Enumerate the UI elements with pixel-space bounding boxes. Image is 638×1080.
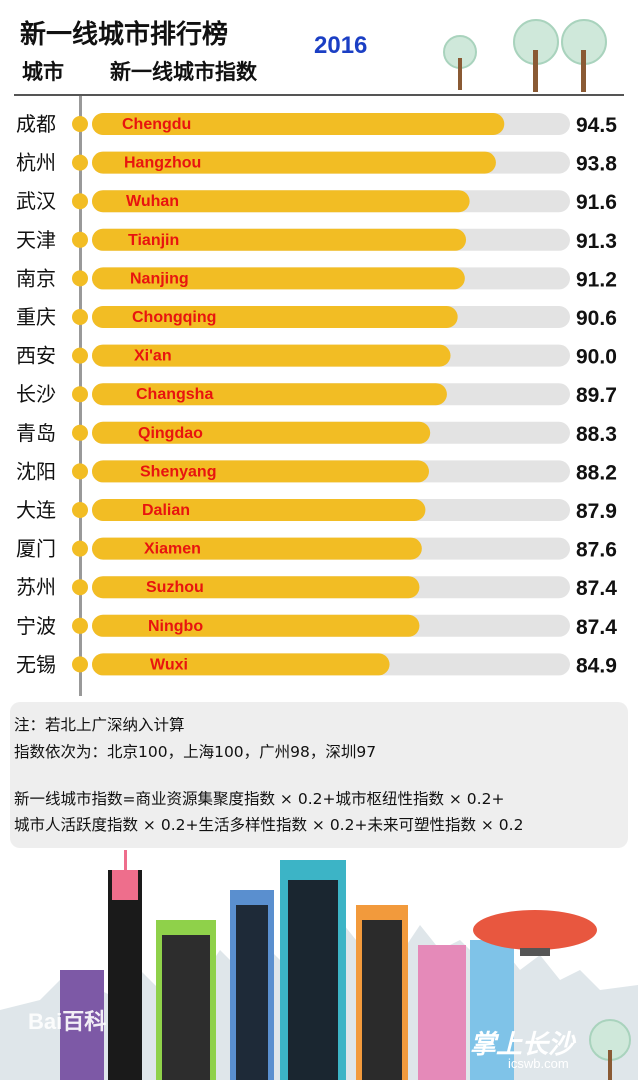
index-column-header: 新一线城市指数: [110, 60, 257, 84]
value-label: 87.9: [576, 500, 617, 523]
year-label: 2016: [314, 32, 368, 59]
city-label: 杭州: [16, 151, 56, 175]
bar: [92, 267, 465, 290]
city-label: 重庆: [16, 305, 56, 329]
brand-logo-text: 掌上长沙: [470, 1030, 575, 1060]
bar: [92, 614, 420, 637]
city-label-en: Wuhan: [126, 193, 179, 210]
axis-dot: [72, 386, 88, 403]
city-label-en: Hangzhou: [124, 155, 201, 172]
bar: [92, 344, 451, 367]
bar: [92, 151, 496, 174]
city-label: 苏州: [16, 575, 56, 599]
city-label: 南京: [16, 266, 56, 290]
note-line-2: 指数依次为：北京100，上海100，广州98，深圳97: [14, 743, 377, 761]
value-label: 93.8: [576, 153, 617, 176]
airship-icon: [473, 910, 597, 950]
city-label: 天津: [16, 228, 56, 252]
city-label: 宁波: [16, 614, 56, 638]
city-label-en: Xiamen: [144, 541, 201, 558]
bar: [92, 460, 429, 483]
bar-chart: 成都 Chengdu 94.5 杭州 Hangzhou 93.8 武汉 Wuhan 91.6 天津…: [16, 112, 617, 677]
note-line-3: 新一线城市指数=商业资源集聚度指数 × 0.2+城市枢纽性指数 × 0.2+: [14, 790, 505, 808]
building-light-blue: [470, 940, 514, 1080]
city-label-en: Changsha: [136, 386, 213, 403]
axis-dot: [72, 193, 88, 210]
bar: [92, 228, 467, 251]
bar: [92, 113, 505, 135]
city-label: 沈阳: [16, 459, 56, 483]
value-label: 90.6: [576, 307, 617, 330]
city-label: 武汉: [16, 189, 56, 213]
axis-dot: [72, 617, 88, 634]
city-label-en: Shenyang: [140, 463, 216, 480]
value-label: 91.6: [576, 191, 617, 214]
note-line-1: 注：若北上广深纳入计算: [14, 716, 185, 734]
bar: [92, 421, 431, 444]
city-label-en: Chongqing: [132, 309, 216, 326]
city-label-en: Wuxi: [150, 656, 188, 673]
axis-dot: [72, 116, 88, 132]
bar: [92, 306, 458, 328]
axis-dot: [72, 154, 88, 171]
value-label: 91.3: [576, 230, 617, 253]
city-label: 大连: [16, 498, 56, 522]
value-label: 84.9: [576, 654, 617, 677]
axis-dot: [72, 540, 88, 557]
value-label: 91.2: [576, 268, 617, 291]
axis-dot: [72, 656, 88, 673]
city-label: 无锡: [16, 652, 56, 676]
city-label: 长沙: [16, 382, 56, 406]
axis-dot: [72, 270, 88, 287]
axis-dot: [72, 347, 88, 364]
tree-icons: [443, 19, 607, 92]
city-skyline-illustration: [0, 850, 638, 1080]
city-label: 成都: [16, 112, 56, 136]
header-divider: [14, 94, 624, 96]
bar: [92, 499, 426, 521]
bar: [92, 653, 390, 676]
brand-url: icswb.com: [508, 1056, 569, 1071]
value-label: 88.2: [576, 461, 617, 484]
value-label: 90.0: [576, 346, 617, 369]
axis-dot: [72, 502, 88, 518]
bar: [92, 383, 447, 406]
page-title: 新一线城市排行榜: [20, 20, 229, 50]
bar: [92, 537, 422, 560]
value-label: 87.4: [576, 616, 617, 639]
watermark-text: Bai百科: [28, 1009, 107, 1034]
axis-dot: [72, 309, 88, 325]
city-label-en: Qingdao: [138, 425, 203, 442]
city-label: 厦门: [16, 537, 56, 561]
value-label: 94.5: [576, 114, 617, 137]
axis-dot: [72, 463, 88, 480]
city-label-en: Ningbo: [148, 618, 203, 635]
axis-dot: [72, 579, 88, 596]
bar: [92, 190, 470, 213]
axis-dot: [72, 424, 88, 441]
city-label: 西安: [16, 344, 56, 368]
bar: [92, 576, 420, 599]
city-label: 青岛: [16, 421, 56, 445]
note-line-4: 城市人活跃度指数 × 0.2+生活多样性指数 × 0.2+未来可塑性指数 × 0…: [14, 816, 524, 834]
value-label: 87.4: [576, 577, 617, 600]
value-label: 87.6: [576, 539, 617, 562]
value-label: 89.7: [576, 384, 617, 407]
city-label-en: Nanjing: [130, 270, 189, 287]
axis-dot: [72, 231, 88, 248]
city-label-en: Chengdu: [122, 116, 191, 133]
value-label: 88.3: [576, 423, 617, 446]
building-pink-short: [418, 945, 466, 1080]
city-column-header: 城市: [22, 60, 64, 84]
building-pink-tower: [108, 870, 142, 1080]
building-purple: [60, 970, 104, 1080]
city-label-en: Suzhou: [146, 579, 204, 596]
city-label-en: Dalian: [142, 502, 190, 519]
city-label-en: Xi'an: [134, 348, 172, 365]
city-label-en: Tianjin: [128, 232, 179, 249]
notes-panel: [10, 702, 628, 848]
